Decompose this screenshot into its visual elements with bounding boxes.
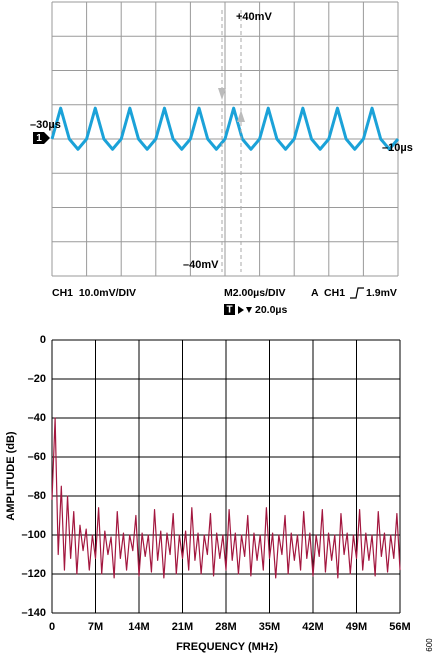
y-tick-label: –120 (22, 568, 46, 580)
y-axis-label: AMPLITUDE (dB) (5, 431, 17, 521)
channel-marker (33, 132, 50, 144)
x-tick-label: 7M (88, 621, 103, 633)
scope-setting: A CH1 (311, 287, 345, 299)
data-line (51, 417, 401, 579)
cursor-arrow (237, 110, 245, 122)
x-tick-label: 56M (389, 621, 410, 633)
y-tick-label: –40 (28, 412, 46, 424)
trigger-arrow (246, 307, 252, 313)
annotation: –30µs (30, 119, 61, 131)
x-tick-label: 42M (302, 621, 323, 633)
y-tick-label: 0 (40, 334, 46, 346)
channel-marker-label: 1 (36, 133, 42, 144)
x-tick-label: 21M (172, 621, 193, 633)
cursor-arrow (218, 88, 226, 100)
scope-setting: M2.00µs/DIV (224, 287, 286, 299)
x-tick-label: 0 (49, 621, 55, 633)
annotation: –40mV (183, 259, 219, 271)
trigger-slope (350, 287, 364, 299)
scope-setting: CH1 10.0mV/DIV (52, 287, 136, 299)
trigger-arrow (238, 306, 244, 314)
scope-setting: 20.0µs (255, 304, 287, 316)
x-tick-label: 49M (346, 621, 367, 633)
trigger-box (224, 304, 235, 315)
scope-setting: 1.9mV (366, 287, 397, 299)
data-line (50, 106, 400, 151)
y-tick-label: –140 (22, 607, 46, 619)
y-tick-label: –80 (28, 490, 46, 502)
figure-code: 009 (424, 638, 433, 652)
x-axis-label: FREQUENCY (MHz) (176, 641, 278, 653)
x-tick-label: 35M (259, 621, 280, 633)
annotation: –10µs (382, 142, 413, 154)
y-tick-label: –100 (22, 529, 46, 541)
x-tick-label: 14M (128, 621, 149, 633)
x-tick-label: 28M (215, 621, 236, 633)
annotation: +40mV (236, 11, 272, 23)
trigger-label: T (226, 305, 232, 316)
y-tick-label: –60 (28, 451, 46, 463)
y-tick-label: –20 (28, 373, 46, 385)
